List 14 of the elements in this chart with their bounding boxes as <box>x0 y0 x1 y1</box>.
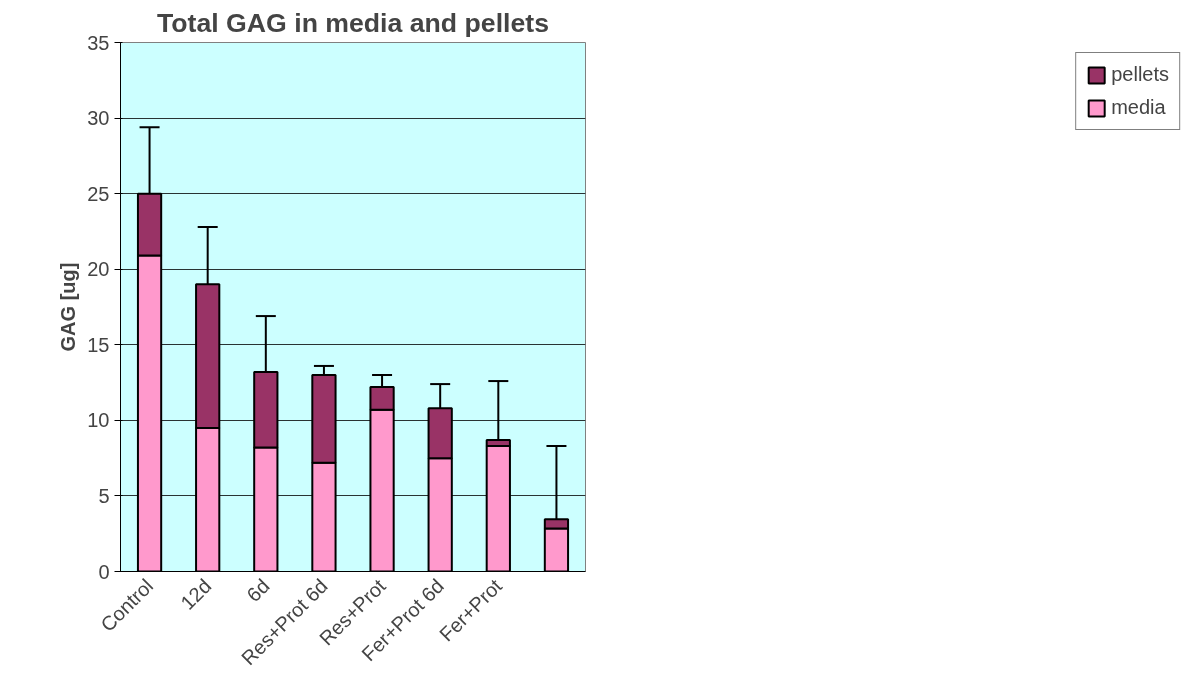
y-tick-label: 5 <box>98 484 110 507</box>
y-tick-label: 15 <box>87 333 110 356</box>
chart-title: Total GAG in media and pellets <box>157 7 550 38</box>
y-tick-label: 20 <box>87 258 110 281</box>
y-axis-title: GAG [ug] <box>57 262 80 352</box>
y-tick-label: 25 <box>87 182 110 205</box>
x-tick-label: 12d <box>176 574 216 614</box>
x-tick-label: 6d <box>242 574 274 607</box>
y-tick-label: 35 <box>87 31 110 54</box>
y-tick-label: 10 <box>87 409 110 432</box>
legend-label: pellets <box>1111 63 1169 86</box>
legend-label: media <box>1111 96 1166 119</box>
y-tick-label: 0 <box>98 560 110 583</box>
y-tick-label: 30 <box>87 107 110 130</box>
